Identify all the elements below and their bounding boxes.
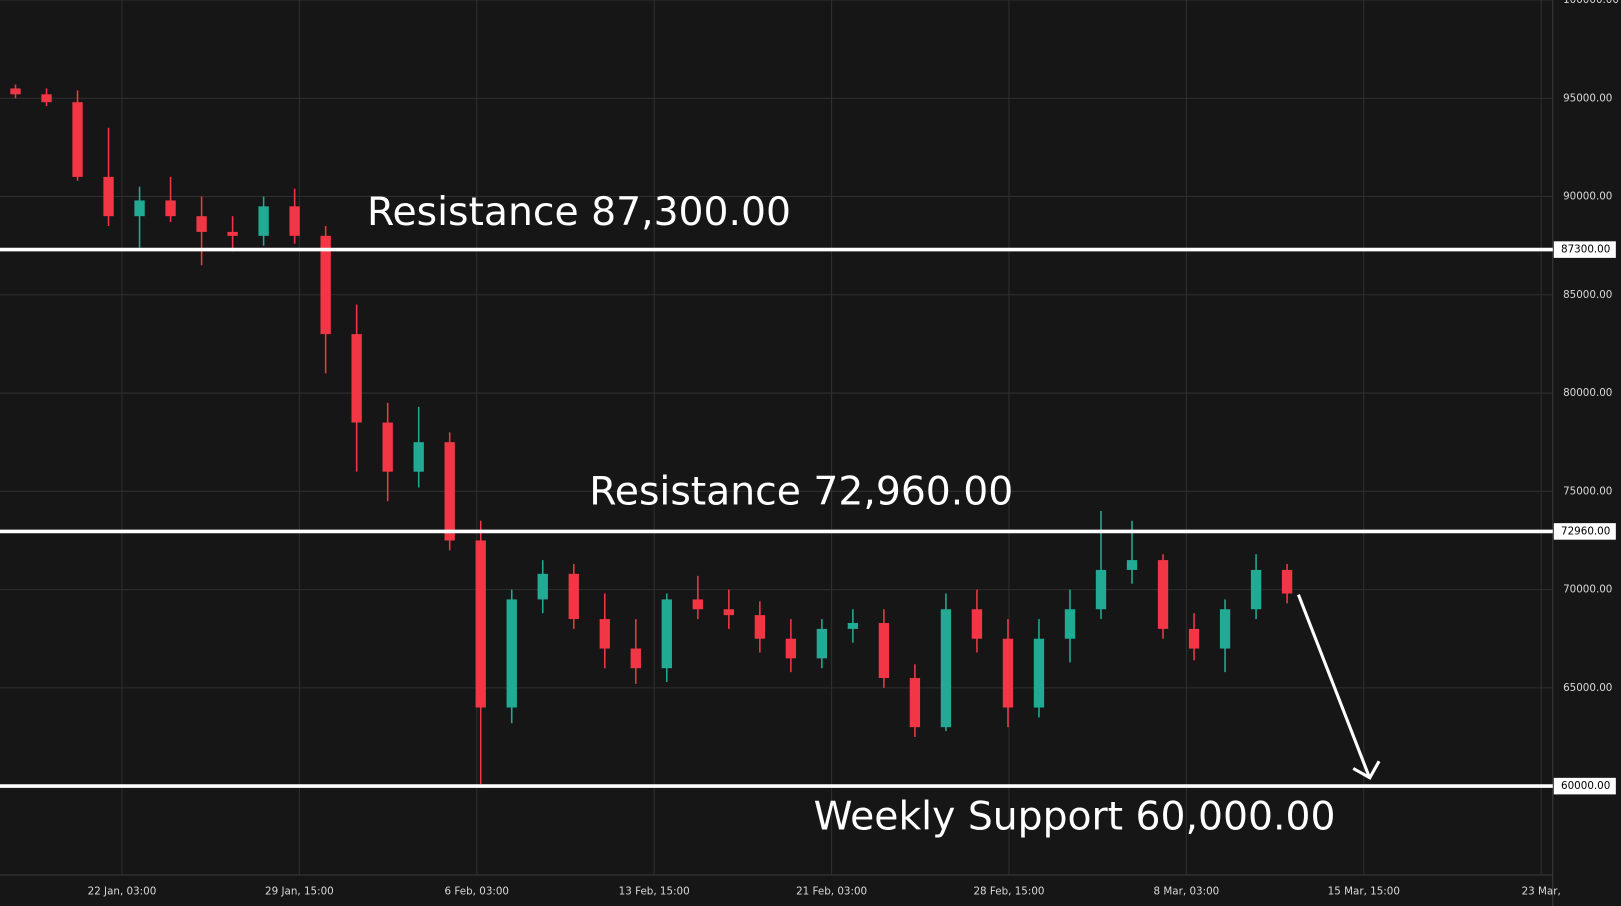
candles [10,84,1293,785]
arrow-head [1352,760,1381,780]
x-tick-label: 23 Mar, [1522,886,1561,898]
candle-body [692,599,703,610]
axes: 60000.00 65000.00 70000.00 75000.00 80000.00… [88,0,1619,898]
y-tick-label: 65000.00 [1563,682,1612,694]
candle-body [1157,560,1169,629]
candle-body [1281,569,1293,594]
candle-body [1250,569,1262,610]
y-tick-label: 90000.00 [1563,191,1612,203]
candle-body [1126,560,1138,570]
level-annotation: Resistance 87,300.00 [367,190,791,235]
level-axis-badge [1553,241,1616,258]
y-tick-label: 80000.00 [1563,387,1612,399]
y-tick-label: 95000.00 [1563,92,1612,104]
candle-body [723,609,734,616]
candle-body [754,615,766,639]
level-axis-label: 87300.00 [1561,244,1610,256]
candle-body [258,206,269,236]
candle-body [72,102,83,177]
candle-body [1095,569,1107,610]
candle-body [196,216,207,232]
x-tick-label: 15 Mar, 15:00 [1328,886,1400,898]
projection-arrow [1297,594,1381,780]
candle-body [878,622,890,679]
y-tick-label: 85000.00 [1563,289,1612,301]
x-tick-label: 21 Feb, 03:00 [796,886,867,898]
candle-body [475,540,486,708]
level-axis-label: 72960.00 [1561,525,1610,537]
candle-body [165,200,176,217]
level-annotation: Weekly Support 60,000.00 [814,795,1336,840]
x-tick-label: 22 Jan, 03:00 [88,886,157,898]
candle-body [351,334,362,423]
candle-body [1064,609,1076,639]
x-tick-label: 29 Jan, 15:00 [265,886,334,898]
levels: Resistance 87,300.00 Resistance 72,960.00… [0,190,1553,840]
candle-body [847,622,859,629]
candle-body [103,176,114,217]
candle-body [1033,638,1045,708]
candle-body [785,638,797,659]
x-tick-label: 13 Feb, 15:00 [619,886,690,898]
candle-body [413,442,424,472]
candle-body [444,442,455,541]
candle-body [537,573,548,600]
candle-body [599,619,610,649]
y-tick-label: 75000.00 [1563,485,1612,497]
candle-body [320,235,331,335]
candle-body [227,231,238,236]
candle-body [382,422,393,472]
candle-body [1002,638,1014,708]
y-tick-label: 100000.00 [1563,0,1619,6]
candle-body [661,599,672,669]
candle-body [816,628,828,659]
grid [0,0,1553,875]
candle-body [909,678,921,728]
candle-body [940,609,952,728]
candle-body [41,94,52,103]
candle-body [1219,609,1231,649]
candle-body [630,648,641,669]
candle-body [568,573,579,620]
level-axis-label: 60000.00 [1561,780,1610,792]
candle-body [971,609,983,639]
arrow-shaft [1297,594,1371,777]
x-tick-label: 28 Feb, 15:00 [973,886,1044,898]
y-tick-label: 70000.00 [1563,584,1612,596]
candle-body [134,200,145,217]
x-tick-label: 8 Mar, 03:00 [1154,886,1220,898]
level-annotation: Resistance 72,960.00 [589,470,1013,515]
candle-body [1188,628,1200,649]
x-tick-label: 6 Feb, 03:00 [445,886,509,898]
level-axis-badge [1553,777,1616,795]
level-axis-badge [1553,523,1616,540]
candle-body [289,206,300,236]
candle-body [506,599,517,708]
candle-body [10,88,21,95]
